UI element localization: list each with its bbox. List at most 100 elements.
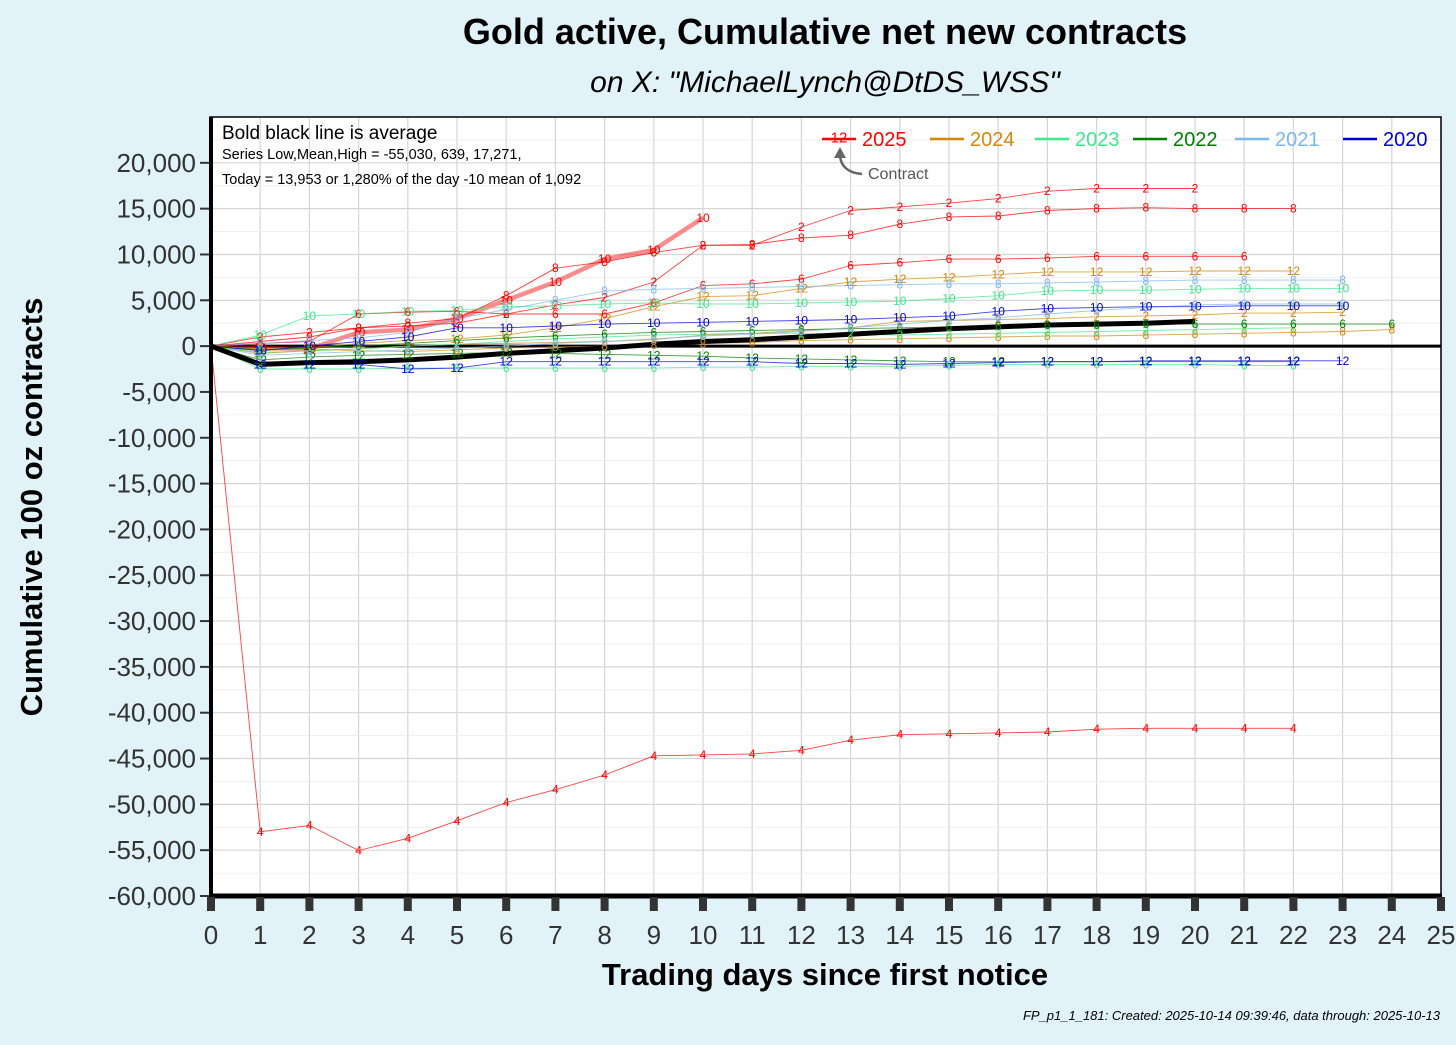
data-label: 6 (601, 335, 608, 349)
data-label: 6 (896, 321, 903, 335)
x-tick-label: 23 (1328, 920, 1357, 950)
data-label: 12 (1041, 265, 1055, 279)
data-label: 6 (454, 304, 461, 318)
data-label: 12 (1238, 354, 1252, 368)
plot-area (210, 117, 1441, 895)
data-label: 2 (1290, 306, 1297, 320)
data-label: 10 (303, 309, 317, 323)
data-label: 6 (1044, 307, 1051, 321)
data-label: 2 (847, 327, 854, 341)
x-tick-mark (354, 897, 363, 911)
series-line-2023-10 (210, 287, 1343, 347)
data-label: 8 (503, 303, 510, 317)
data-label: 10 (992, 289, 1006, 303)
y-tick-label: -60,000 (108, 881, 196, 911)
data-label: 6 (946, 314, 953, 328)
data-label: 4 (1192, 721, 1199, 735)
data-label: 6 (946, 252, 953, 266)
data-label: 10 (450, 303, 464, 317)
x-tick-mark (1289, 897, 1298, 911)
x-tick-label: 9 (647, 920, 661, 950)
legend: 12 2025 2024 2023 2022 2021 2020 (822, 129, 1428, 151)
data-label: 6 (946, 320, 953, 334)
y-tick-label: -50,000 (108, 789, 196, 819)
data-label: 12 (1336, 354, 1350, 368)
data-label: 8 (1044, 329, 1051, 343)
data-label: 6 (1142, 301, 1149, 315)
data-label: 12 (1090, 355, 1104, 369)
data-label: 12 (844, 275, 858, 289)
data-label: 10 (598, 317, 612, 331)
data-label: 2 (552, 332, 559, 346)
data-label: 6 (798, 359, 805, 373)
data-label: 6 (1241, 249, 1248, 263)
data-label: 10 (450, 321, 464, 335)
data-label: 6 (1241, 358, 1248, 372)
x-tick-mark (1092, 897, 1101, 911)
data-label: 6 (257, 348, 264, 362)
data-label: 8 (1044, 276, 1051, 290)
series-line-2021-6 (210, 303, 1343, 356)
data-label: 12 (992, 355, 1006, 369)
data-label: 8 (454, 312, 461, 326)
data-label: 6 (1290, 297, 1297, 311)
data-label: 10 (401, 330, 415, 344)
data-label: 10 (746, 297, 760, 311)
y-tick-label: 15,000 (116, 194, 196, 224)
legend-label-2023: 2023 (1075, 129, 1120, 151)
data-label: 10 (303, 339, 317, 353)
data-label: 12 (746, 355, 760, 369)
data-label: 2 (847, 321, 854, 335)
data-label: 6 (503, 339, 510, 353)
y-tick-label: 5,000 (131, 285, 196, 315)
data-label: 6 (1142, 357, 1149, 371)
data-label: 2 (1192, 323, 1199, 337)
data-label: 2 (650, 275, 657, 289)
data-label: 12 (1287, 355, 1301, 369)
data-label: 8 (896, 332, 903, 346)
data-label: 8 (1093, 275, 1100, 289)
data-label: 8 (798, 334, 805, 348)
data-label: 6 (798, 272, 805, 286)
x-tick-label: 3 (351, 920, 365, 950)
series-line-2020-12 (210, 345, 1343, 370)
data-label: 12 (401, 362, 415, 376)
x-tick-label: 22 (1279, 920, 1308, 950)
data-label: 8 (847, 333, 854, 347)
data-label: 12 (942, 355, 956, 369)
data-label: 4 (1142, 721, 1149, 735)
data-label: 6 (257, 362, 264, 376)
data-label: 10 (254, 341, 268, 355)
data-label: 6 (355, 345, 362, 359)
data-label: 12 (401, 334, 415, 348)
legend-label-2021: 2021 (1275, 129, 1320, 151)
data-label: 8 (749, 336, 756, 350)
y-tick-label: -20,000 (108, 514, 196, 544)
data-label: 12 (1238, 355, 1252, 369)
data-label: 12 (844, 357, 858, 371)
x-tick-mark (502, 897, 511, 911)
data-label: 10 (1287, 299, 1301, 313)
data-label: 8 (503, 289, 510, 303)
data-label: 12 (598, 312, 612, 326)
data-label: 6 (946, 358, 953, 372)
data-label: 8 (650, 246, 657, 260)
data-label: 12 (696, 349, 710, 363)
data-label: 10 (746, 314, 760, 328)
x-tick-mark (305, 897, 314, 911)
data-label: 2 (1290, 321, 1297, 335)
data-label: 2 (355, 342, 362, 356)
data-label: 8 (847, 279, 854, 293)
series-line-2020-10 (210, 305, 1343, 352)
data-label: 8 (650, 338, 657, 352)
data-label: 8 (1241, 273, 1248, 287)
data-label: 6 (650, 296, 657, 310)
data-label: 10 (696, 315, 710, 329)
data-label: 8 (601, 284, 608, 298)
series-line-2025-4 (210, 346, 1294, 851)
data-label: 6 (798, 325, 805, 339)
x-tick-mark (256, 897, 265, 911)
data-label: 8 (257, 342, 264, 356)
y-ticks: 20,000 15,000 10,000 5,000 0 -5,000 -10,000 -15… (108, 148, 209, 911)
data-label: 8 (601, 339, 608, 353)
